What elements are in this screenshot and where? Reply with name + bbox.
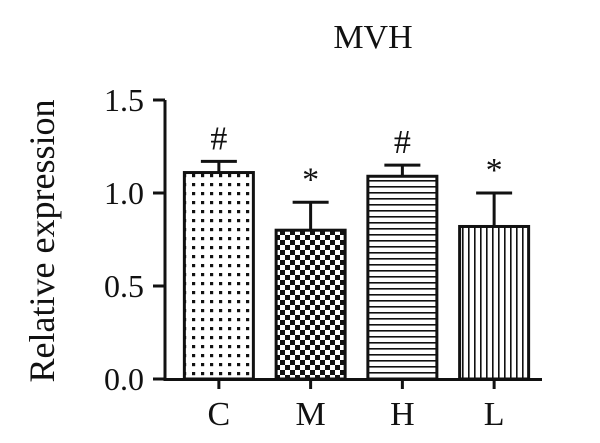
y-tick-label: 0.0 xyxy=(104,361,144,397)
y-tick-label: 1.0 xyxy=(104,175,144,211)
y-tick-label: 0.5 xyxy=(104,268,144,304)
x-tick-label-L: L xyxy=(484,396,505,433)
x-tick-label-H: H xyxy=(390,396,415,433)
bar-L xyxy=(458,224,531,381)
bar-M xyxy=(274,228,347,381)
significance-mark-H: # xyxy=(394,124,411,161)
bar-H xyxy=(366,174,439,381)
x-tick-label-C: C xyxy=(208,396,231,433)
significance-mark-C: # xyxy=(210,120,227,157)
significance-mark-L: * xyxy=(486,152,503,189)
significance-mark-M: * xyxy=(302,161,319,198)
bar-C xyxy=(182,171,255,381)
chart-title: MVH xyxy=(333,19,412,56)
y-axis-label: Relative expression xyxy=(22,100,62,383)
x-tick-label-M: M xyxy=(296,396,326,433)
y-tick-label: 1.5 xyxy=(104,82,144,118)
